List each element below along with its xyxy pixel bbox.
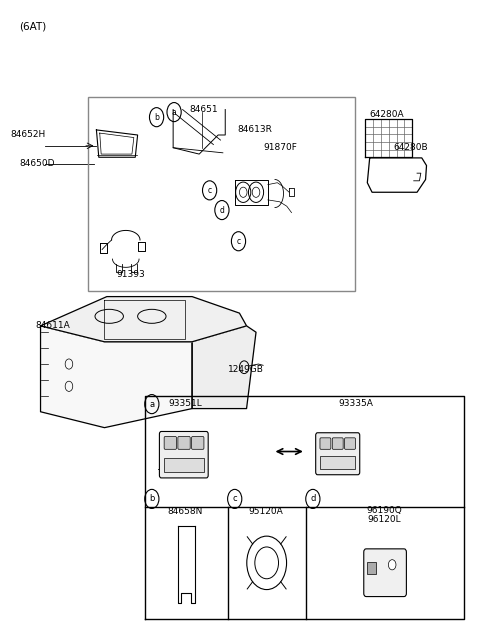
Circle shape [388, 560, 396, 570]
FancyBboxPatch shape [178, 436, 190, 449]
Text: 96120L: 96120L [367, 515, 401, 524]
Text: 84650D: 84650D [19, 159, 55, 168]
FancyBboxPatch shape [320, 438, 331, 449]
Text: 84652H: 84652H [10, 130, 45, 139]
Text: c: c [232, 495, 237, 504]
Text: (6AT): (6AT) [19, 22, 47, 32]
Text: 96190Q: 96190Q [366, 506, 402, 515]
Bar [367, 562, 376, 574]
Bar [88, 97, 356, 291]
FancyBboxPatch shape [332, 438, 343, 449]
Text: 93351L: 93351L [168, 399, 202, 408]
FancyBboxPatch shape [192, 436, 204, 449]
Polygon shape [40, 326, 192, 427]
Text: c: c [207, 186, 212, 195]
Text: 95120A: 95120A [248, 507, 283, 516]
FancyBboxPatch shape [364, 549, 407, 597]
Text: 64280A: 64280A [370, 110, 404, 119]
Text: 1249GB: 1249GB [228, 365, 264, 374]
Text: 84611A: 84611A [36, 321, 71, 330]
Text: c: c [237, 236, 240, 246]
Text: a: a [149, 399, 155, 408]
Text: 84613R: 84613R [237, 125, 272, 134]
Text: 64280B: 64280B [394, 143, 428, 152]
Bar [164, 458, 204, 472]
Text: d: d [310, 495, 315, 504]
Text: d: d [219, 206, 224, 215]
Text: b: b [154, 112, 159, 121]
Bar [320, 456, 356, 469]
Text: 91870F: 91870F [263, 143, 297, 152]
Text: b: b [149, 495, 155, 504]
FancyBboxPatch shape [345, 438, 356, 449]
Polygon shape [192, 326, 256, 408]
Text: a: a [172, 107, 177, 116]
FancyBboxPatch shape [159, 431, 208, 478]
FancyBboxPatch shape [316, 433, 360, 475]
FancyBboxPatch shape [164, 436, 177, 449]
Text: 91393: 91393 [116, 270, 145, 279]
Text: 84658N: 84658N [168, 507, 203, 516]
Text: 84651: 84651 [190, 105, 218, 114]
Polygon shape [40, 296, 247, 342]
Text: 93335A: 93335A [338, 399, 373, 408]
